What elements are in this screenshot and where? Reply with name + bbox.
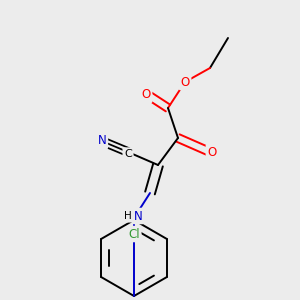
Text: O: O <box>180 76 190 88</box>
Text: H: H <box>124 211 132 221</box>
Text: O: O <box>141 88 151 101</box>
Text: O: O <box>207 146 217 158</box>
Text: N: N <box>98 134 106 148</box>
Text: N: N <box>134 209 142 223</box>
Text: C: C <box>124 149 132 159</box>
Text: Cl: Cl <box>128 227 140 241</box>
